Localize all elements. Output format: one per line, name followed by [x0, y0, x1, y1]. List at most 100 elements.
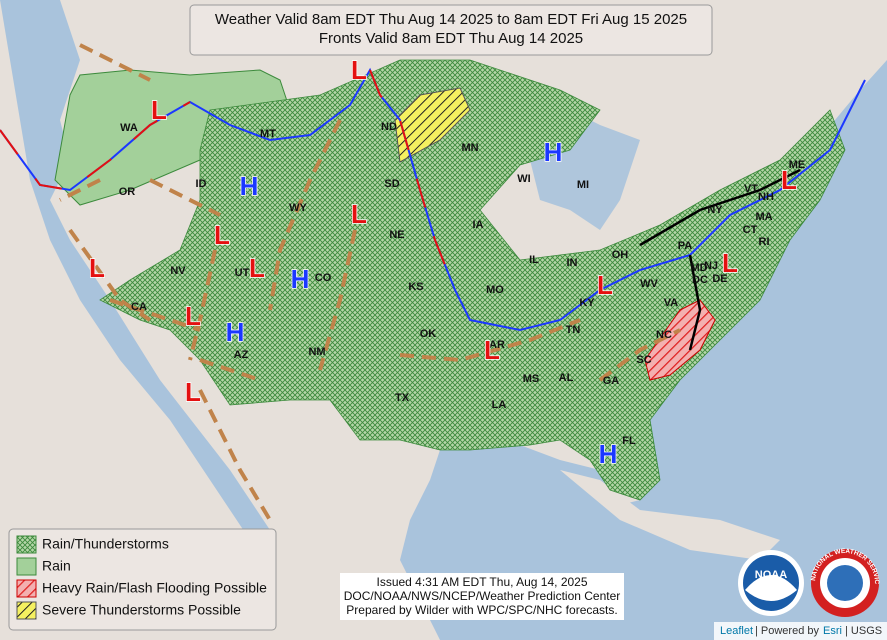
- state-label: AR: [489, 339, 505, 351]
- state-label: WY: [289, 202, 307, 214]
- state-label: IA: [473, 219, 484, 231]
- state-label: LA: [492, 399, 507, 411]
- state-label: SC: [636, 354, 651, 366]
- esri-link[interactable]: Esri: [823, 625, 842, 637]
- stationary-front: [369, 69, 456, 291]
- state-label: GA: [603, 375, 620, 387]
- low-center: L: [781, 165, 797, 195]
- low-center: L: [351, 199, 367, 229]
- low-center: L: [185, 377, 201, 407]
- state-label: NE: [389, 229, 404, 241]
- low-center: L: [722, 248, 738, 278]
- state-label: DE: [712, 273, 727, 285]
- title-line: Fronts Valid 8am EDT Thu Aug 14 2025: [319, 30, 583, 47]
- state-label: SD: [384, 178, 399, 190]
- low-center: L: [484, 335, 500, 365]
- legend-label: Rain/Thunderstorms: [42, 536, 169, 552]
- state-label: KS: [408, 281, 423, 293]
- state-label: NH: [758, 191, 774, 203]
- attribution-text: | USGS: [845, 625, 882, 637]
- state-label: DC: [692, 274, 708, 286]
- high-center: H: [599, 439, 618, 469]
- legend-swatch: [16, 557, 37, 576]
- severe-area: [394, 87, 471, 163]
- title-line: Weather Valid 8am EDT Thu Aug 14 2025 to…: [215, 11, 687, 28]
- state-label: NM: [308, 346, 325, 358]
- state-label: MS: [523, 373, 540, 385]
- state-label: OK: [420, 328, 437, 340]
- noaa-text: NOAA: [755, 569, 787, 581]
- high-center: H: [544, 137, 563, 167]
- state-label: WV: [640, 278, 658, 290]
- state-label: CO: [315, 272, 332, 284]
- thunderstorm-area: [99, 59, 846, 501]
- low-center: L: [185, 301, 201, 331]
- state-label: MN: [461, 142, 478, 154]
- state-label: MO: [486, 284, 504, 296]
- issued-line: Prepared by Wilder with WPC/SPC/NHC fore…: [346, 603, 617, 617]
- state-label: NY: [707, 204, 723, 216]
- low-center: L: [89, 253, 105, 283]
- state-label: CT: [743, 224, 758, 236]
- leaflet-link[interactable]: Leaflet: [720, 625, 753, 637]
- state-label: WA: [120, 122, 138, 134]
- state-label: UT: [235, 267, 250, 279]
- stationary-front: [0, 101, 191, 192]
- state-label: NJ: [704, 260, 718, 272]
- state-label: FL: [622, 435, 636, 447]
- attribution-bar: [714, 622, 887, 640]
- state-label: TX: [395, 392, 410, 404]
- state-label: MT: [260, 128, 276, 140]
- legend-label: Rain: [42, 558, 71, 574]
- state-label: MA: [755, 211, 772, 223]
- legend-swatch: [16, 601, 37, 620]
- state-label: MD: [690, 262, 707, 274]
- legend-swatch: [16, 535, 37, 554]
- state-label: ID: [196, 178, 207, 190]
- low-center: L: [151, 95, 167, 125]
- caribbean: [560, 470, 780, 560]
- issued-line: Issued 4:31 AM EDT Thu, Aug 14, 2025: [376, 575, 587, 589]
- state-label: MI: [577, 179, 589, 191]
- state-label: IN: [567, 257, 578, 269]
- legend-label: Severe Thunderstorms Possible: [42, 602, 241, 618]
- state-label: TN: [566, 324, 581, 336]
- issued-box: [340, 573, 624, 620]
- state-label: OR: [119, 186, 136, 198]
- legend-label: Heavy Rain/Flash Flooding Possible: [42, 580, 267, 596]
- state-label: KY: [579, 297, 595, 309]
- state-label: NC: [656, 329, 672, 341]
- state-label: OH: [612, 249, 629, 261]
- high-center: H: [240, 171, 259, 201]
- trough-black: [639, 168, 801, 247]
- state-label: WI: [517, 173, 530, 185]
- state-label: AL: [559, 372, 574, 384]
- troughs: [59, 43, 681, 522]
- state-label: IL: [529, 254, 539, 266]
- title-box: [189, 4, 713, 56]
- state-label: NV: [170, 265, 186, 277]
- state-label: ME: [789, 159, 806, 171]
- pacific-coast: [0, 0, 270, 540]
- high-center: H: [291, 264, 310, 294]
- low-center: L: [214, 220, 230, 250]
- state-label: PA: [678, 240, 693, 252]
- state-label: CA: [131, 301, 147, 313]
- legend-swatch: [16, 579, 37, 598]
- legend-box: [8, 528, 277, 631]
- issued-line: DOC/NOAA/NWS/NCEP/Weather Prediction Cen…: [344, 589, 621, 603]
- noaa-logo: NOAA: [738, 550, 804, 616]
- low-center: L: [249, 253, 265, 283]
- low-center: L: [351, 55, 367, 85]
- state-label: VT: [744, 183, 758, 195]
- low-center: L: [597, 270, 613, 300]
- attribution-text: | Powered by: [755, 625, 820, 637]
- state-label: AZ: [234, 349, 249, 361]
- state-label: ND: [381, 121, 397, 133]
- high-center: H: [226, 317, 245, 347]
- state-label: VA: [664, 297, 679, 309]
- state-label: RI: [759, 236, 770, 248]
- occluded-front: [688, 254, 702, 351]
